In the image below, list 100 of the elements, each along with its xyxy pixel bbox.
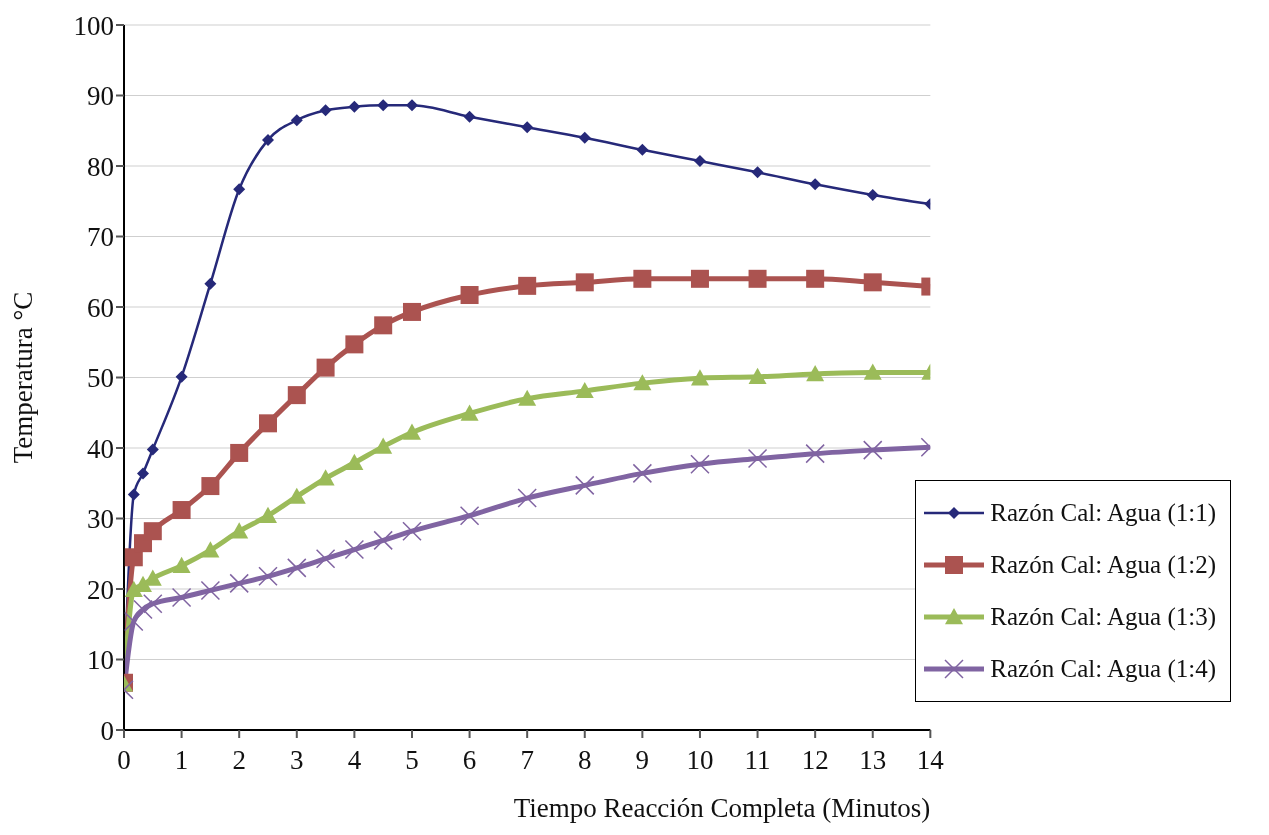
point [261,133,274,146]
legend-label: Razón Cal: Agua (1:2) [990,551,1216,579]
x-tick-label: 11 [744,745,771,776]
x-tick-label: 8 [578,745,592,776]
point [806,364,825,382]
x-tick-label: 3 [290,745,304,776]
y-axis-title: Temperatura °C [7,291,38,464]
point [374,437,393,454]
point [748,269,767,288]
y-tick-label: 40 [87,433,114,464]
x-tick-label: 6 [462,745,477,776]
y-tick-label: 50 [87,363,114,394]
x-tick-label: 5 [405,745,419,776]
point [258,506,277,523]
point [201,477,220,496]
point [258,414,277,433]
point [146,443,159,456]
point [518,389,537,406]
point [373,530,393,551]
y-tick-label: 60 [87,292,114,323]
point [290,114,303,127]
point [316,358,335,377]
point [374,316,393,335]
x-tick-label: 14 [916,745,945,776]
point [633,374,652,391]
point [693,155,706,168]
point [133,599,153,620]
x-tick-label: 10 [686,745,714,776]
point [402,423,421,440]
point [809,178,822,191]
legend-label: Razón Cal: Agua (1:1) [990,499,1216,527]
y-tick-label: 20 [87,574,114,605]
point [172,556,191,573]
x-tick-label: 13 [859,745,887,776]
legend-label: Razón Cal: Agua (1:3) [990,603,1216,631]
point [230,522,249,539]
point [377,99,390,112]
point [690,454,710,474]
point [863,440,883,460]
point [575,381,594,399]
point [287,386,306,405]
point [172,501,191,520]
point [175,370,188,383]
y-tick-label: 0 [100,715,114,746]
y-tick-label: 80 [87,151,114,182]
point [137,467,150,480]
point [521,121,534,134]
x-tick-label: 1 [174,745,189,776]
point [345,453,364,471]
point [866,188,879,201]
point [575,475,595,496]
point [806,269,825,288]
x-tick-label: 9 [635,745,650,776]
point [229,573,249,594]
point [632,463,653,484]
point [345,335,364,354]
point [690,369,709,386]
point [200,580,221,601]
point [124,611,144,632]
point [578,131,591,144]
y-tick-label: 70 [87,222,114,253]
point [230,443,249,462]
point [460,286,479,305]
y-tick-label: 100 [73,10,114,41]
point [751,166,764,179]
point [344,539,365,560]
point [747,448,768,469]
x-axis-title: Tiempo Reacción Completa (Minutos) [513,793,931,823]
point [518,276,537,295]
point [201,541,220,558]
point [636,143,649,156]
x-tick-label: 7 [520,745,534,776]
point [315,548,336,569]
point [459,505,480,526]
point [748,367,767,384]
point [517,488,537,508]
y-tick-label: 90 [87,81,114,112]
point [233,183,246,196]
point [127,488,140,501]
point [690,269,709,288]
point [316,469,335,486]
x-tick-label: 4 [347,745,362,776]
point [863,363,882,380]
point [402,521,422,541]
point [204,277,217,290]
point [633,269,652,288]
point [463,110,476,123]
point [287,558,307,578]
point [575,273,594,292]
point [143,594,163,614]
x-tick-label: 2 [232,745,246,776]
point [863,273,882,292]
point [258,566,278,587]
point [171,587,192,608]
point [143,522,162,541]
x-tick-label: 12 [801,745,829,776]
legend-label: Razón Cal: Agua (1:4) [990,655,1216,683]
y-tick-label: 10 [87,645,114,676]
point [348,100,361,113]
point [460,404,479,421]
